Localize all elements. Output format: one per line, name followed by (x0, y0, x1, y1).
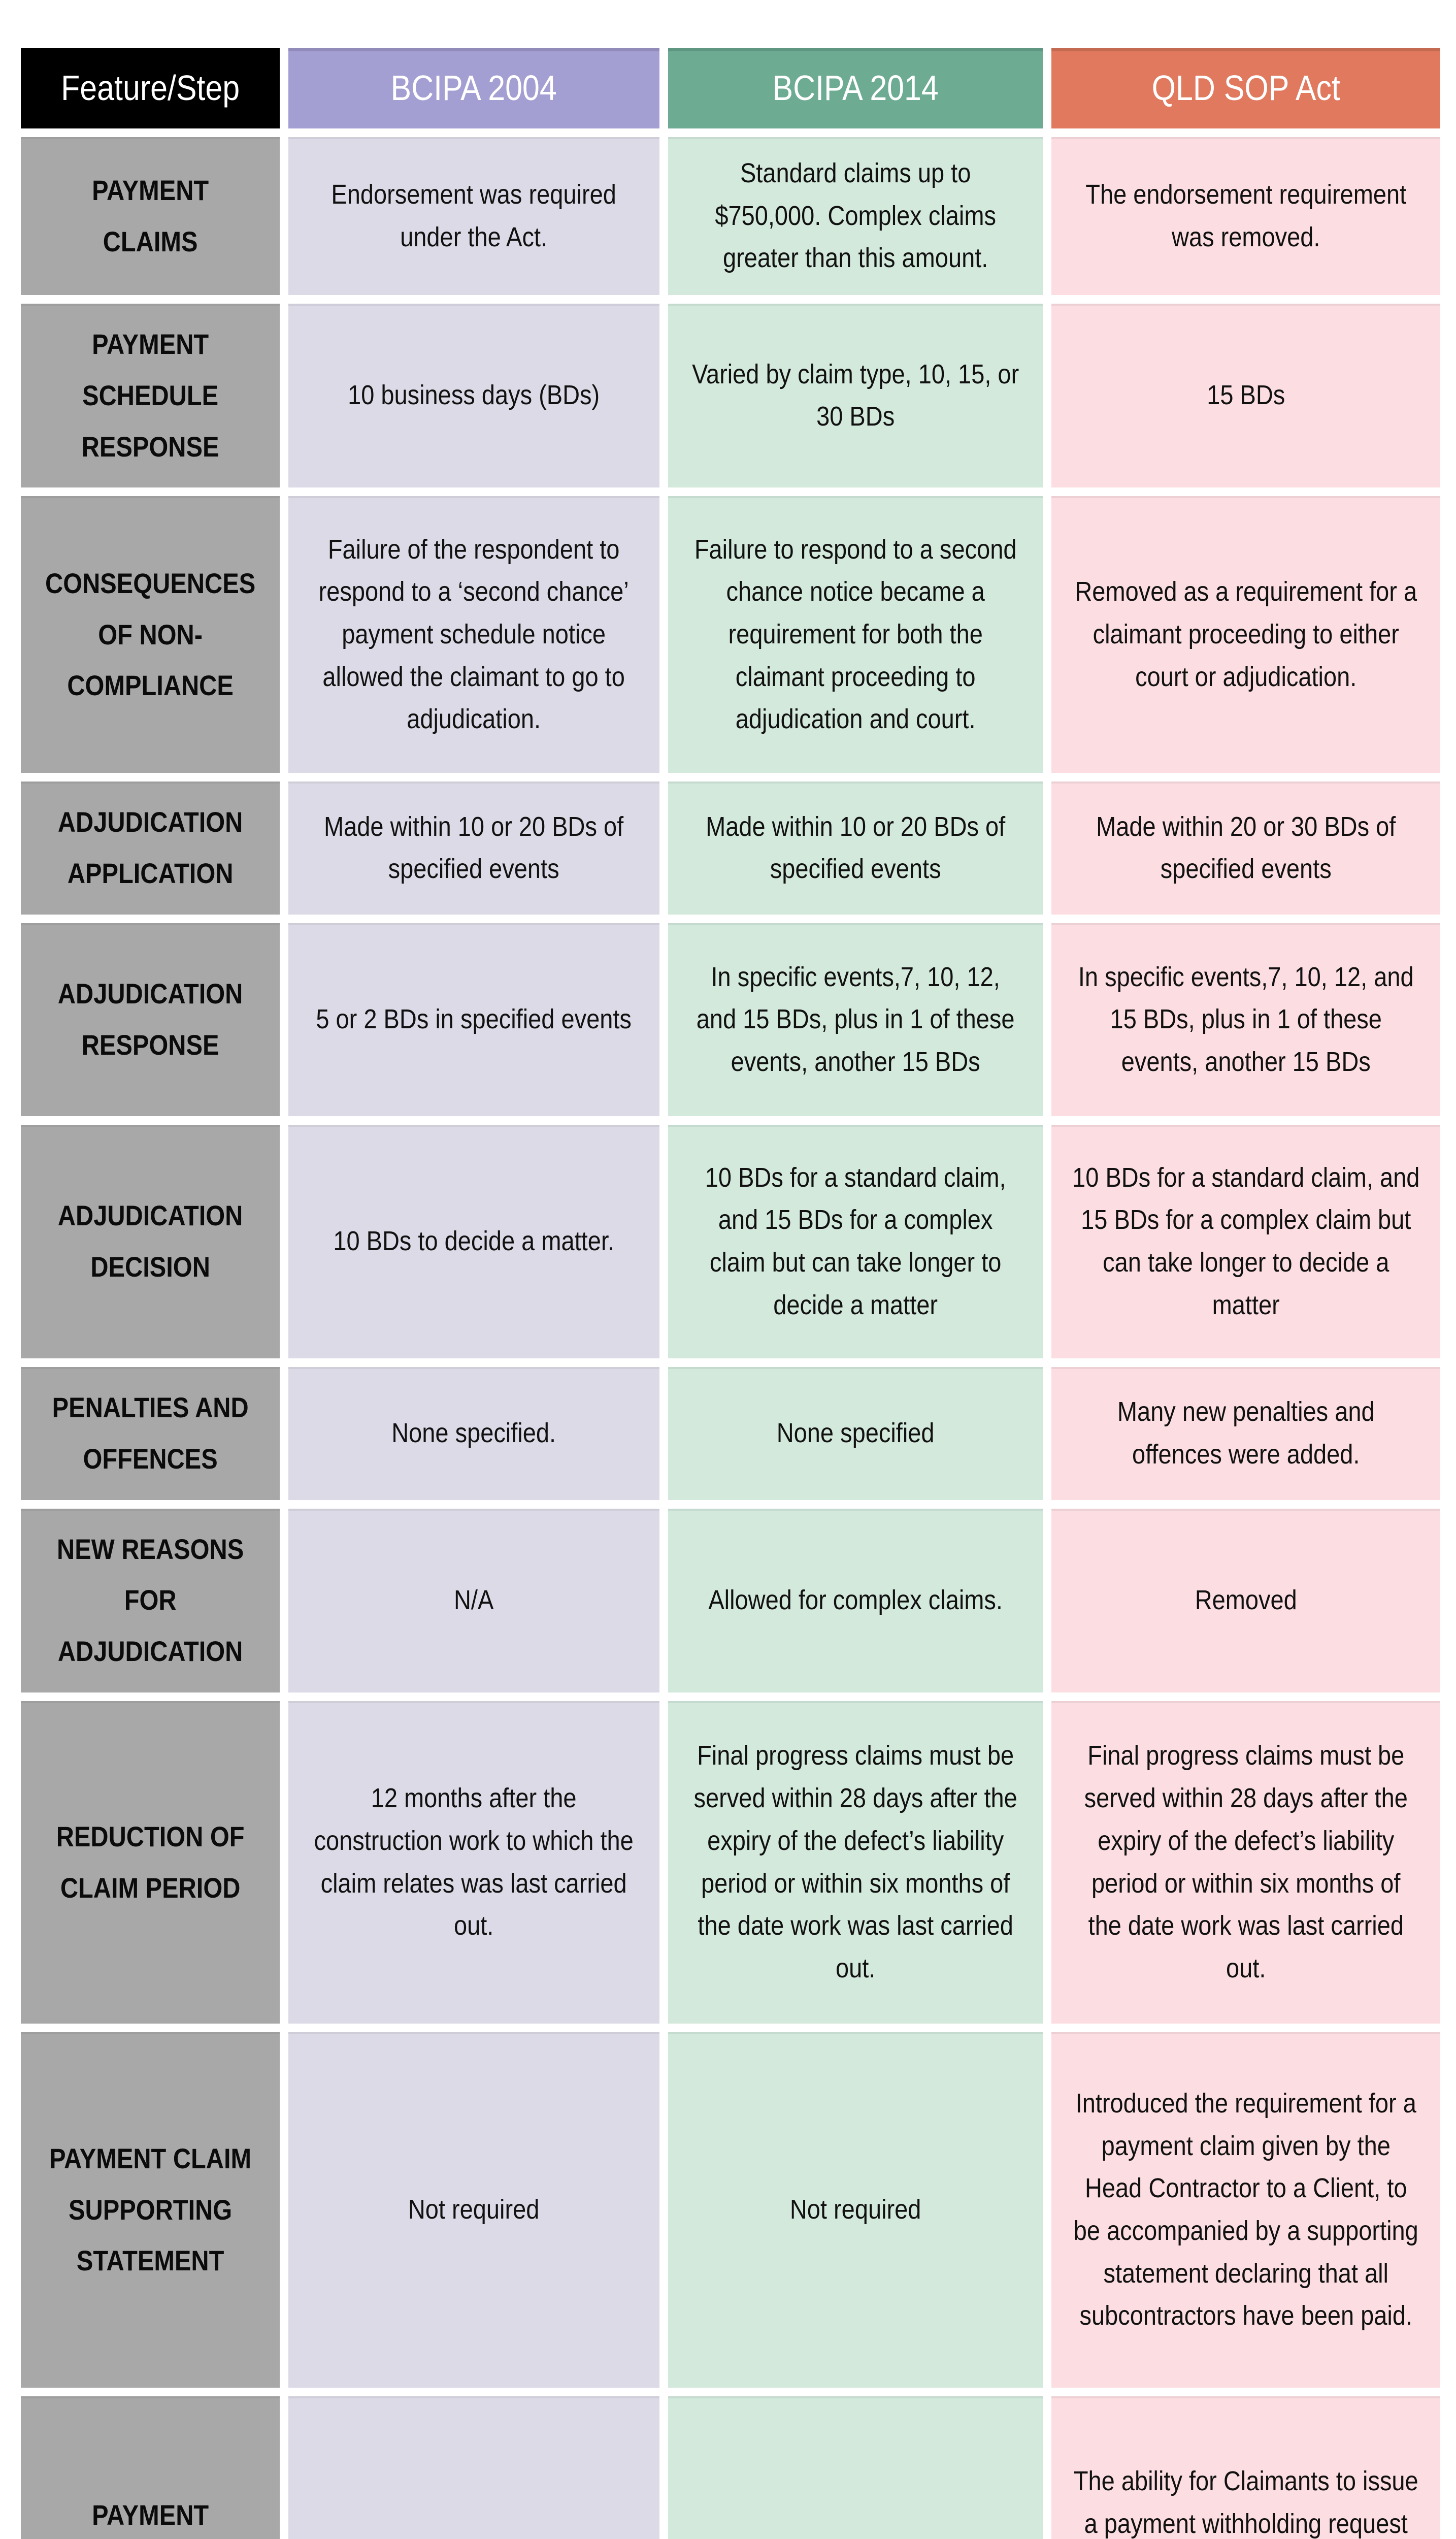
row-label-payment-claims: PAYMENT CLAIMS (21, 137, 280, 296)
header-qld-sop-act: QLD SOP Act (1051, 48, 1440, 128)
table-row-payment-withholding-requests: PAYMENT WITHHOLDING REQUESTS Not provide… (21, 2396, 1440, 2539)
header-bcipa-2004-label: BCIPA 2004 (390, 68, 557, 108)
header-feature-step-label: Feature/Step (60, 68, 240, 108)
row-label-payment-claim-supporting-statement: PAYMENT CLAIM SUPPORTING STATEMENT (21, 2032, 280, 2388)
cell-supporting-statement-bcipa-2014: Not required (668, 2032, 1043, 2388)
cell-payment-claims-qld-sop: The endorsement requirement was removed. (1051, 137, 1440, 296)
table-row-payment-schedule-response: PAYMENT SCHEDULE RESPONSE 10 business da… (21, 304, 1440, 488)
table-row-adjudication-application: ADJUDICATION APPLICATION Made within 10 … (21, 782, 1440, 915)
cell-adjudication-response-bcipa-2004: 5 or 2 BDs in specified events (288, 923, 659, 1117)
cell-penalties-bcipa-2004: None specified. (288, 1367, 659, 1500)
row-label-reduction-of-claim-period: REDUCTION OF CLAIM PERIOD (21, 1701, 280, 2024)
header-bcipa-2004: BCIPA 2004 (288, 48, 659, 128)
cell-reduction-bcipa-2014: Final progress claims must be served wit… (668, 1701, 1043, 2024)
table-row-reduction-of-claim-period: REDUCTION OF CLAIM PERIOD 12 months afte… (21, 1701, 1440, 2024)
row-label-consequences-of-non-compliance: CONSEQUENCES OF NON- COMPLIANCE (21, 496, 280, 773)
cell-payment-claims-bcipa-2014: Standard claims up to $750,000. Complex … (668, 137, 1043, 296)
header-qld-sop-act-label: QLD SOP Act (1151, 68, 1340, 108)
cell-consequences-bcipa-2004: Failure of the respondent to respond to … (288, 496, 659, 773)
cell-adjudication-application-qld-sop: Made within 20 or 30 BDs of specified ev… (1051, 782, 1440, 915)
table-row-penalties-and-offences: PENALTIES AND OFFENCES None specified. N… (21, 1367, 1440, 1500)
row-label-adjudication-decision: ADJUDICATION DECISION (21, 1125, 280, 1359)
cell-withholding-qld-sop: The ability for Claimants to issue a pay… (1051, 2396, 1440, 2539)
row-label-adjudication-response: ADJUDICATION RESPONSE (21, 923, 280, 1117)
header-bcipa-2014-label: BCIPA 2014 (772, 68, 939, 108)
table-header-row: Feature/Step BCIPA 2004 BCIPA 2014 QLD S… (21, 48, 1440, 128)
cell-payment-schedule-response-bcipa-2014: Varied by claim type, 10, 15, or 30 BDs (668, 304, 1043, 488)
table-row-consequences-of-non-compliance: CONSEQUENCES OF NON- COMPLIANCE Failure … (21, 496, 1440, 773)
row-label-adjudication-application: ADJUDICATION APPLICATION (21, 782, 280, 915)
cell-withholding-bcipa-2004: Not provided (288, 2396, 659, 2539)
cell-reduction-qld-sop: Final progress claims must be served wit… (1051, 1701, 1440, 2024)
row-label-penalties-and-offences: PENALTIES AND OFFENCES (21, 1367, 280, 1500)
table-row-payment-claim-supporting-statement: PAYMENT CLAIM SUPPORTING STATEMENT Not r… (21, 2032, 1440, 2388)
cell-withholding-bcipa-2014: Not provided (668, 2396, 1043, 2539)
cell-reduction-bcipa-2004: 12 months after the construction work to… (288, 1701, 659, 2024)
cell-new-reasons-bcipa-2014: Allowed for complex claims. (668, 1508, 1043, 1693)
cell-new-reasons-qld-sop: Removed (1051, 1508, 1440, 1693)
cell-new-reasons-bcipa-2004: N/A (288, 1508, 659, 1693)
row-label-payment-withholding-requests: PAYMENT WITHHOLDING REQUESTS (21, 2396, 280, 2539)
header-feature-step: Feature/Step (21, 48, 280, 128)
cell-supporting-statement-bcipa-2004: Not required (288, 2032, 659, 2388)
row-label-new-reasons-for-adjudication: NEW REASONS FOR ADJUDICATION (21, 1508, 280, 1693)
cell-penalties-qld-sop: Many new penalties and offences were add… (1051, 1367, 1440, 1500)
cell-adjudication-application-bcipa-2004: Made within 10 or 20 BDs of specified ev… (288, 782, 659, 915)
cell-penalties-bcipa-2014: None specified (668, 1367, 1043, 1500)
cell-payment-claims-bcipa-2004: Endorsement was required under the Act. (288, 137, 659, 296)
cell-adjudication-response-qld-sop: In specific events,7, 10, 12, and 15 BDs… (1051, 923, 1440, 1117)
cell-adjudication-application-bcipa-2014: Made within 10 or 20 BDs of specified ev… (668, 782, 1043, 915)
cell-payment-schedule-response-qld-sop: 15 BDs (1051, 304, 1440, 488)
table-row-adjudication-response: ADJUDICATION RESPONSE 5 or 2 BDs in spec… (21, 923, 1440, 1117)
cell-adjudication-response-bcipa-2014: In specific events,7, 10, 12, and 15 BDs… (668, 923, 1043, 1117)
cell-supporting-statement-qld-sop: Introduced the requirement for a payment… (1051, 2032, 1440, 2388)
header-bcipa-2014: BCIPA 2014 (668, 48, 1043, 128)
table-row-payment-claims: PAYMENT CLAIMS Endorsement was required … (21, 137, 1440, 296)
cell-payment-schedule-response-bcipa-2004: 10 business days (BDs) (288, 304, 659, 488)
cell-consequences-qld-sop: Removed as a requirement for a claimant … (1051, 496, 1440, 773)
row-label-payment-schedule-response: PAYMENT SCHEDULE RESPONSE (21, 304, 280, 488)
cell-adjudication-decision-bcipa-2004: 10 BDs to decide a matter. (288, 1125, 659, 1359)
cell-adjudication-decision-bcipa-2014: 10 BDs for a standard claim, and 15 BDs … (668, 1125, 1043, 1359)
table-row-adjudication-decision: ADJUDICATION DECISION 10 BDs to decide a… (21, 1125, 1440, 1359)
cell-adjudication-decision-qld-sop: 10 BDs for a standard claim, and 15 BDs … (1051, 1125, 1440, 1359)
table-row-new-reasons-for-adjudication: NEW REASONS FOR ADJUDICATION N/A Allowed… (21, 1508, 1440, 1693)
cell-consequences-bcipa-2014: Failure to respond to a second chance no… (668, 496, 1043, 773)
